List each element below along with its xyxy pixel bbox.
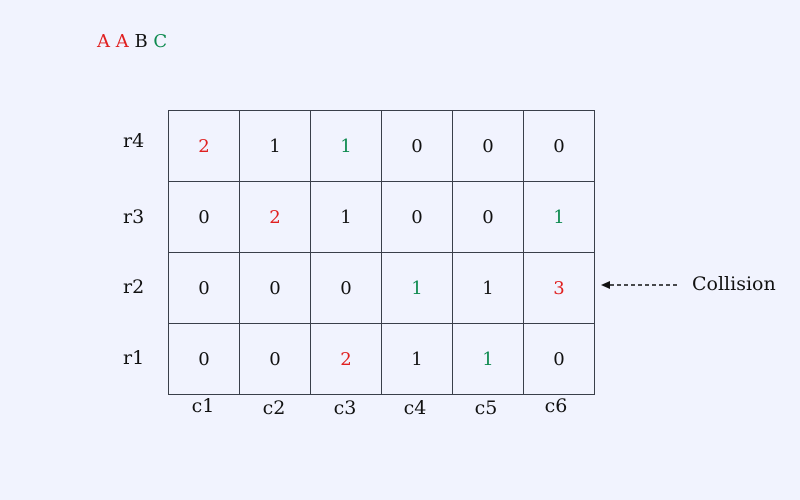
grid-cell-r3-c4: 0 <box>381 181 453 253</box>
grid-cell-r4-c2: 1 <box>239 110 311 182</box>
grid-cell-r3-c5: 0 <box>452 181 524 253</box>
grid-cell-r2-c1: 0 <box>168 252 240 324</box>
column-label-c3: c3 <box>333 397 357 419</box>
grid-cell-r1-c2: 0 <box>239 323 311 395</box>
grid-cell-r1-c6: 0 <box>523 323 595 395</box>
grid-cell-r1-c5: 1 <box>452 323 524 395</box>
grid-cell-r2-c5: 1 <box>452 252 524 324</box>
legend-item: A <box>115 31 135 52</box>
grid-cell-r3-c6: 1 <box>523 181 595 253</box>
column-label-c4: c4 <box>403 397 427 419</box>
left-dashed-arrow-icon <box>601 281 680 289</box>
legend-item: A <box>97 31 116 52</box>
grid-cell-r4-c6: 0 <box>523 110 595 182</box>
collision-label: Collision <box>692 273 776 295</box>
grid-cell-r3-c3: 1 <box>310 181 382 253</box>
column-label-c1: c1 <box>191 395 215 417</box>
row-label-r3: r3 <box>123 206 145 228</box>
column-label-c2: c2 <box>262 397 286 419</box>
grid-cell-r4-c4: 0 <box>381 110 453 182</box>
grid-cell-r2-c4: 1 <box>381 252 453 324</box>
column-label-c6: c6 <box>544 395 568 417</box>
grid-cell-r2-c3: 0 <box>310 252 382 324</box>
column-label-c5: c5 <box>474 397 498 419</box>
row-label-r4: r4 <box>123 130 145 152</box>
grid-cell-r1-c1: 0 <box>168 323 240 395</box>
grid-cell-r2-c2: 0 <box>239 252 311 324</box>
collision-arrow <box>600 273 790 297</box>
color-legend: A A B C <box>97 31 167 52</box>
grid-cell-r1-c4: 1 <box>381 323 453 395</box>
row-label-r2: r2 <box>123 276 145 298</box>
grid-cell-r4-c1: 2 <box>168 110 240 182</box>
legend-item: B <box>134 31 154 52</box>
grid-cell-r3-c1: 0 <box>168 181 240 253</box>
row-label-r1: r1 <box>123 347 145 369</box>
grid-cell-r4-c5: 0 <box>452 110 524 182</box>
grid-cell-r2-c6: 3 <box>523 252 595 324</box>
grid-cell-r3-c2: 2 <box>239 181 311 253</box>
grid-cell-r1-c3: 2 <box>310 323 382 395</box>
legend-item: C <box>153 31 168 52</box>
grid-cell-r4-c3: 1 <box>310 110 382 182</box>
